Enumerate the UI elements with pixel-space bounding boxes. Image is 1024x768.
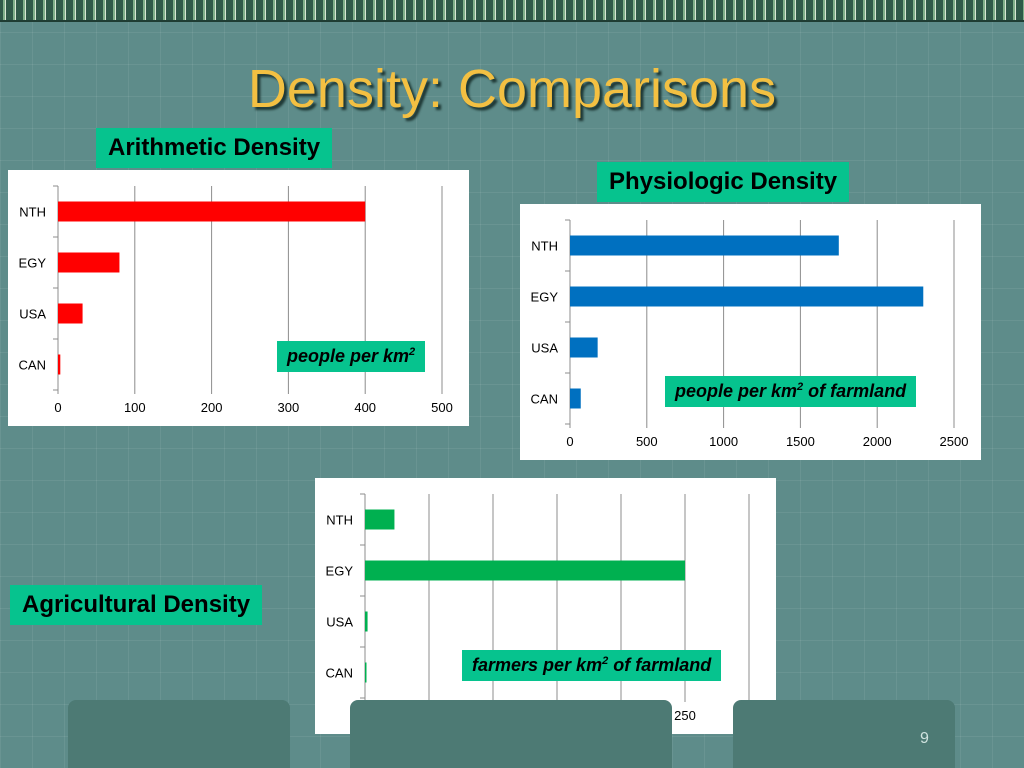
bar-usa	[58, 303, 83, 324]
footer-tab-center	[350, 700, 672, 768]
arithmetic-density-label: Arithmetic Density	[96, 128, 333, 168]
category-label: CAN	[19, 358, 46, 373]
arithmetic-density-unit: people per km2	[277, 341, 426, 372]
category-label: USA	[531, 341, 558, 356]
decorative-circuit-band	[0, 0, 1024, 22]
x-tick-label: 250	[674, 708, 696, 723]
unit-suffix: of farmland	[803, 381, 907, 401]
x-tick-label: 100	[124, 400, 146, 415]
agricultural-density-unit: farmers per km2 of farmland	[462, 650, 722, 681]
x-tick-label: 1000	[709, 434, 738, 449]
x-tick-label: 0	[54, 400, 61, 415]
agricultural-density-label: Agricultural Density	[10, 585, 263, 625]
bar-usa	[570, 337, 598, 358]
bar-can	[365, 662, 367, 683]
arithmetic-density-plot: 0 100 200 300 400 500 NTH EGY USA CAN	[19, 185, 453, 415]
physiologic-density-unit: people per km2 of farmland	[665, 376, 917, 407]
unit-prefix: people per km	[287, 346, 410, 366]
category-label: USA	[326, 615, 353, 630]
footer-tab-right	[733, 700, 955, 768]
physiologic-density-chart: 0 500 1000 1500 2000 2500 NTH EGY USA CAN people …	[520, 204, 981, 460]
category-label: EGY	[326, 564, 354, 579]
category-label: NTH	[531, 239, 558, 254]
x-tick-label: 2000	[863, 434, 892, 449]
x-tick-label: 500	[431, 400, 453, 415]
bar-usa	[365, 611, 368, 632]
bar-egy	[58, 252, 120, 273]
slide-title: Density: Comparisons	[247, 59, 777, 119]
agricultural-density-chart: 050100150200250300NTHEGYUSACAN farmers p…	[315, 478, 776, 734]
category-label: NTH	[326, 513, 353, 528]
category-label: EGY	[531, 290, 559, 305]
unit-superscript: 2	[409, 346, 416, 358]
bar-egy	[570, 286, 924, 307]
x-tick-label: 200	[201, 400, 223, 415]
category-label: CAN	[531, 392, 558, 407]
bar-nth	[570, 235, 839, 256]
bar-nth	[365, 509, 395, 530]
category-label: EGY	[19, 256, 47, 271]
bar-can	[58, 354, 61, 375]
physiologic-density-plot: 0 500 1000 1500 2000 2500 NTH EGY USA CAN	[531, 219, 969, 449]
bar-nth	[58, 201, 366, 222]
category-label: USA	[19, 307, 46, 322]
footer-tab-left	[68, 700, 290, 768]
bar-can	[570, 388, 581, 409]
bar-egy	[365, 560, 685, 581]
unit-suffix: of farmland	[608, 655, 712, 675]
agricultural-density-plot: 050100150200250300NTHEGYUSACAN	[326, 493, 760, 723]
unit-superscript: 2	[602, 655, 609, 667]
unit-prefix: people per km	[675, 381, 798, 401]
physiologic-density-label: Physiologic Density	[597, 162, 850, 202]
unit-superscript: 2	[797, 381, 804, 393]
x-tick-label: 1500	[786, 434, 815, 449]
unit-prefix: farmers per km	[472, 655, 603, 675]
x-tick-label: 500	[636, 434, 658, 449]
x-tick-label: 2500	[940, 434, 969, 449]
x-tick-label: 0	[566, 434, 573, 449]
category-label: CAN	[326, 666, 353, 681]
category-label: NTH	[19, 205, 46, 220]
page-number: 9	[920, 730, 929, 747]
arithmetic-density-chart: 0 100 200 300 400 500 NTH EGY USA CAN people per …	[8, 170, 469, 426]
x-tick-label: 300	[278, 400, 300, 415]
x-tick-label: 400	[354, 400, 376, 415]
